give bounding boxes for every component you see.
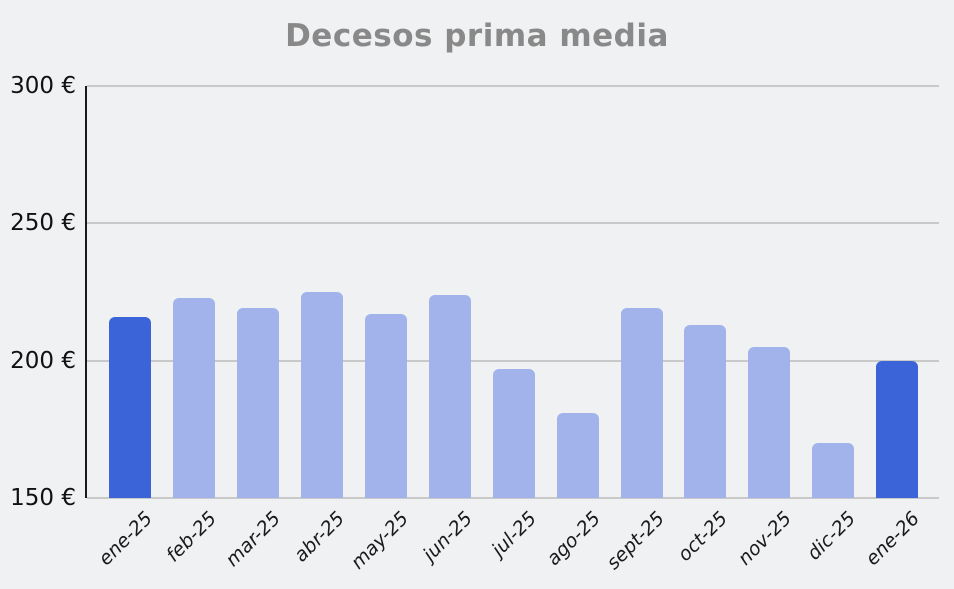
gridline bbox=[87, 359, 939, 362]
bar-jul-25[interactable] bbox=[492, 368, 535, 498]
bar-feb-25[interactable] bbox=[172, 297, 215, 498]
bar-mar-25[interactable] bbox=[236, 308, 279, 498]
y-tick-label: 150 € bbox=[10, 485, 76, 511]
bar-dic-25[interactable] bbox=[812, 443, 855, 498]
bar-ago-25[interactable] bbox=[556, 412, 599, 498]
bar-abr-25[interactable] bbox=[300, 292, 343, 498]
bar-ene-25[interactable] bbox=[109, 316, 151, 498]
bar-sept-25[interactable] bbox=[620, 308, 663, 498]
gridline bbox=[87, 497, 939, 499]
bar-ene-26[interactable] bbox=[876, 360, 919, 498]
bar-oct-25[interactable] bbox=[684, 324, 727, 498]
plot-area bbox=[85, 85, 939, 499]
bar-nov-25[interactable] bbox=[748, 346, 791, 498]
gridline bbox=[87, 85, 939, 87]
gridline bbox=[87, 222, 939, 225]
chart-title: Decesos prima media bbox=[285, 18, 669, 54]
bar-jun-25[interactable] bbox=[428, 294, 471, 498]
y-tick-label: 200 € bbox=[10, 347, 76, 374]
y-tick-label: 250 € bbox=[10, 210, 76, 237]
bar-may-25[interactable] bbox=[364, 313, 407, 498]
y-tick-label: 300 € bbox=[10, 73, 76, 99]
